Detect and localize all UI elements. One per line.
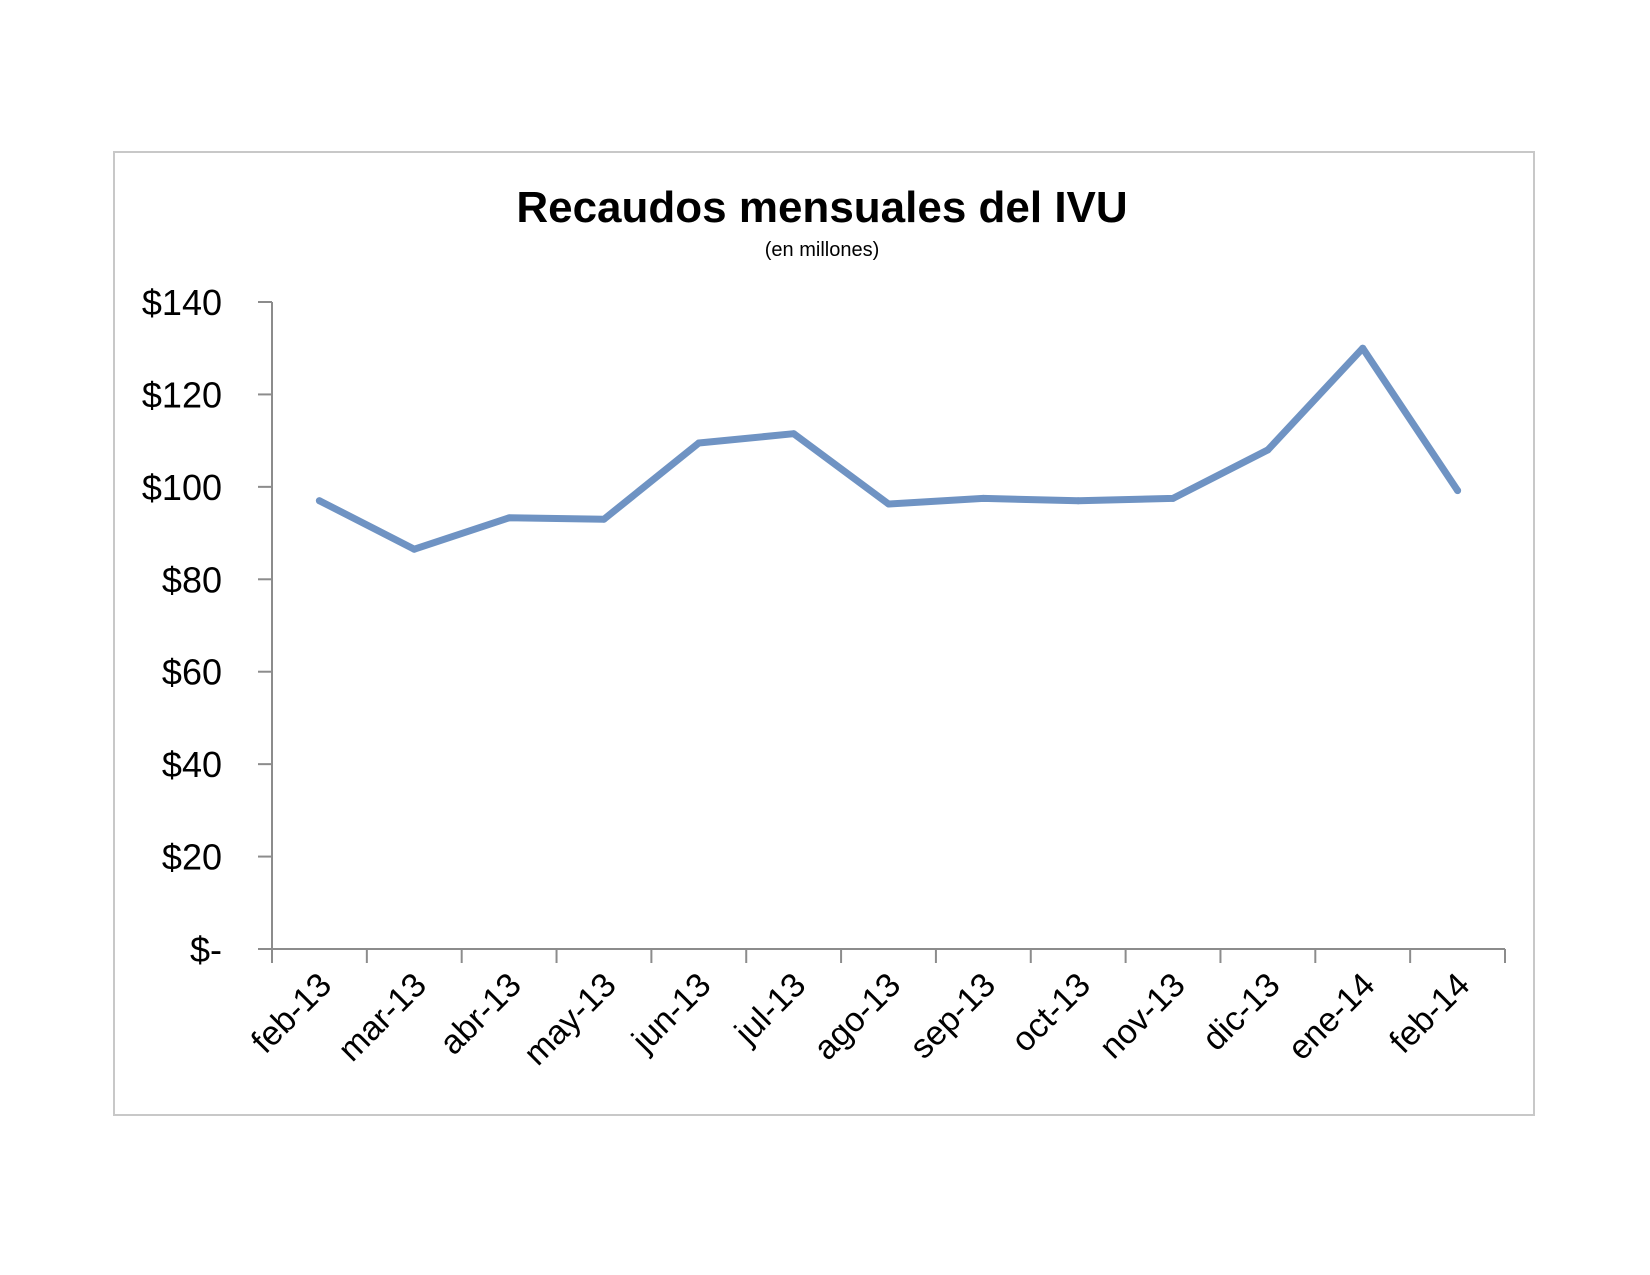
y-axis: $- $20 $40 $60 $80 $100 $120 $140 [142, 282, 273, 970]
series-group [315, 344, 1462, 553]
chart-frame [113, 151, 1535, 1116]
y-tick-label: $100 [142, 467, 222, 508]
data-point [979, 494, 987, 502]
data-point [1074, 497, 1082, 505]
y-tick-label: $20 [162, 837, 222, 878]
y-tick-label: $80 [162, 559, 222, 600]
data-point [1264, 446, 1272, 454]
data-point [1359, 344, 1367, 352]
y-tick-label: $40 [162, 744, 222, 785]
data-point [410, 545, 418, 553]
y-tick-label: $140 [142, 282, 222, 323]
data-point [315, 497, 323, 505]
data-point [505, 514, 513, 522]
data-point [1169, 494, 1177, 502]
chart-title: Recaudos mensuales del IVU [516, 183, 1127, 232]
data-point [600, 515, 608, 523]
y-tick-label: $120 [142, 374, 222, 415]
chart-subtitle: (en millones) [765, 239, 879, 261]
data-point [695, 439, 703, 447]
y-tick-label: $60 [162, 652, 222, 693]
data-point [1454, 487, 1462, 495]
data-point [885, 500, 892, 508]
data-point [790, 430, 798, 438]
y-tick-label: $- [190, 929, 222, 970]
